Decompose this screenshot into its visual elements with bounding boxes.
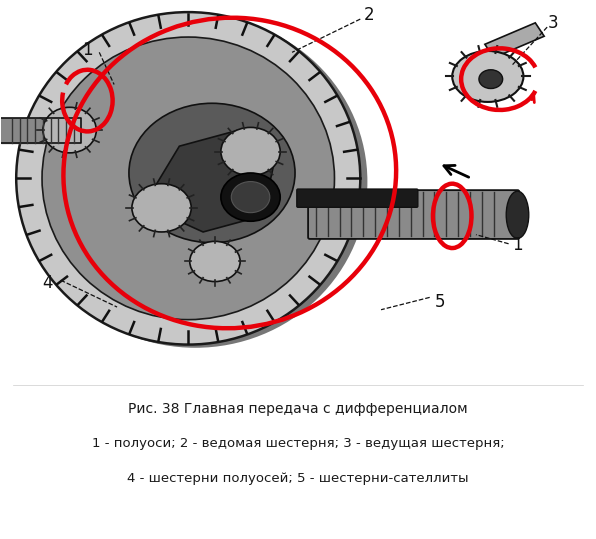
Ellipse shape [221, 127, 280, 176]
Ellipse shape [221, 173, 280, 221]
Ellipse shape [23, 15, 367, 348]
Text: 2: 2 [364, 6, 374, 24]
Ellipse shape [18, 13, 362, 345]
Text: 1: 1 [512, 237, 523, 254]
Text: 1: 1 [82, 40, 93, 59]
Text: 1 - полуоси; 2 - ведомая шестерня; 3 - ведущая шестерня;: 1 - полуоси; 2 - ведомая шестерня; 3 - в… [92, 437, 504, 450]
Text: 4 - шестерни полуосей; 5 - шестерни-сателлиты: 4 - шестерни полуосей; 5 - шестерни-сате… [128, 472, 468, 485]
Ellipse shape [43, 107, 97, 153]
Ellipse shape [479, 70, 502, 88]
Polygon shape [1, 118, 82, 143]
FancyBboxPatch shape [297, 189, 418, 208]
Ellipse shape [16, 12, 361, 344]
Ellipse shape [132, 184, 191, 232]
Ellipse shape [506, 191, 529, 238]
Ellipse shape [129, 103, 295, 243]
Text: Рис. 38 Главная передача с дифференциалом: Рис. 38 Главная передача с дифференциало… [128, 402, 468, 416]
Ellipse shape [231, 182, 270, 213]
Text: 5: 5 [435, 293, 446, 310]
Ellipse shape [16, 12, 361, 344]
Ellipse shape [42, 37, 334, 320]
Ellipse shape [190, 241, 240, 281]
Polygon shape [144, 130, 274, 232]
Text: 4: 4 [42, 274, 53, 292]
FancyBboxPatch shape [308, 190, 519, 239]
Polygon shape [485, 23, 544, 58]
Ellipse shape [21, 14, 365, 347]
Text: 3: 3 [548, 14, 558, 32]
Ellipse shape [452, 51, 523, 102]
